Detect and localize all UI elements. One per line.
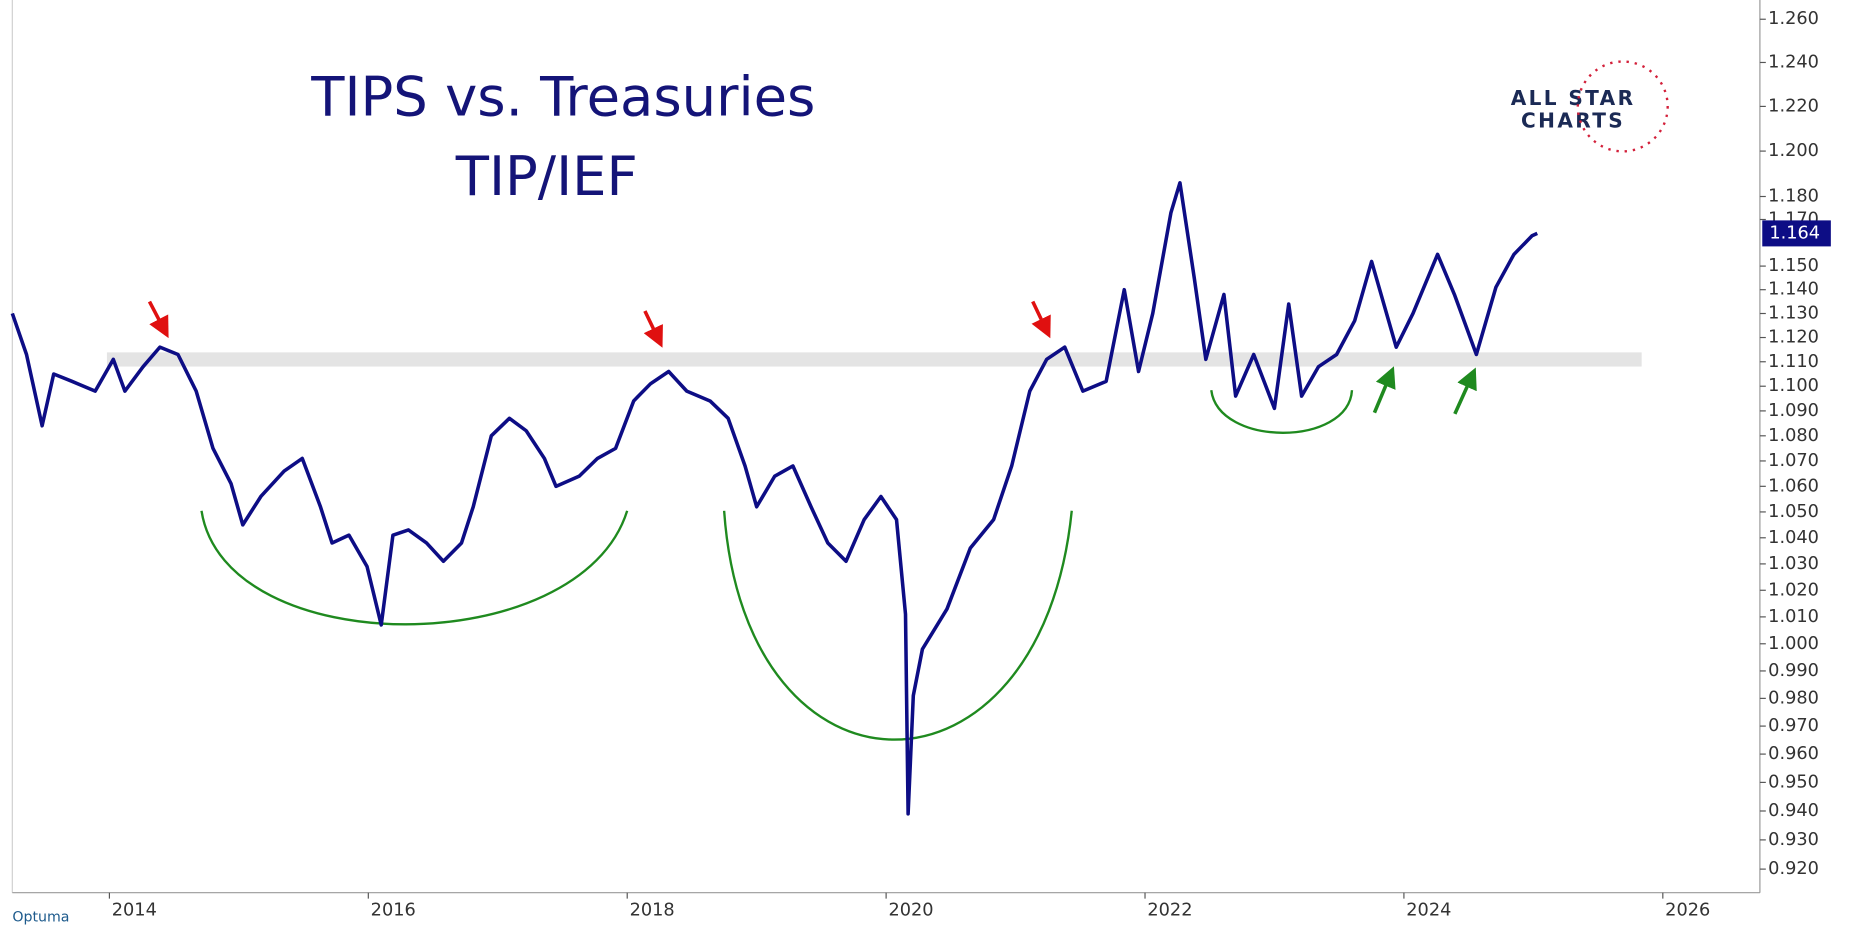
arrow bbox=[1372, 366, 1396, 414]
y-tick-label: 1.090 bbox=[1768, 401, 1819, 421]
arc bbox=[200, 510, 629, 626]
y-tick-label: 1.150 bbox=[1768, 256, 1819, 276]
y-tick-label: 1.020 bbox=[1768, 580, 1819, 600]
last-value-box bbox=[1762, 220, 1831, 247]
y-tick-label: 1.070 bbox=[1768, 451, 1819, 471]
x-tick-label: 2016 bbox=[371, 900, 416, 920]
y-tick-label: 1.240 bbox=[1768, 52, 1819, 72]
y-tick-label: 1.260 bbox=[1768, 9, 1819, 29]
y-tick-label: 1.100 bbox=[1768, 376, 1819, 396]
y-tick-label: 0.950 bbox=[1768, 772, 1819, 792]
y-tick-label: 0.930 bbox=[1768, 830, 1819, 850]
arrow bbox=[1031, 300, 1051, 339]
x-tick-label: 2022 bbox=[1147, 900, 1192, 920]
arc bbox=[1210, 390, 1354, 434]
y-tick-label: 1.060 bbox=[1768, 476, 1819, 496]
logo-ring bbox=[1576, 60, 1669, 153]
y-tick-label: 1.110 bbox=[1768, 352, 1819, 372]
x-tick-label: 2020 bbox=[888, 900, 933, 920]
y-tick-label: 0.920 bbox=[1768, 859, 1819, 879]
arc bbox=[722, 510, 1073, 741]
y-tick-label: 1.130 bbox=[1768, 304, 1819, 324]
footer-brand: Optuma bbox=[12, 910, 69, 926]
y-tick-label: 1.010 bbox=[1768, 607, 1819, 627]
arrow bbox=[643, 310, 663, 348]
y-tick-label: 1.200 bbox=[1768, 141, 1819, 161]
x-tick-label: 2018 bbox=[630, 900, 675, 920]
y-tick-label: 1.120 bbox=[1768, 328, 1819, 348]
arrow bbox=[147, 300, 169, 339]
x-tick-label: 2024 bbox=[1406, 900, 1451, 920]
logo-text: ALL STAR bbox=[1511, 86, 1636, 110]
x-tick-label: 2026 bbox=[1665, 900, 1710, 920]
y-tick-label: 1.000 bbox=[1768, 634, 1819, 654]
y-tick-label: 1.040 bbox=[1768, 528, 1819, 548]
chart-title: TIPS vs. Treasuries bbox=[310, 66, 815, 129]
y-tick-label: 0.970 bbox=[1768, 716, 1819, 736]
y-tick-label: 0.940 bbox=[1768, 801, 1819, 821]
last-value-label: 1.164 bbox=[1769, 223, 1820, 243]
y-tick-label: 1.030 bbox=[1768, 554, 1819, 574]
y-tick-label: 1.080 bbox=[1768, 426, 1819, 446]
data-line bbox=[10, 181, 1538, 816]
x-tick-label: 2014 bbox=[112, 900, 157, 920]
y-tick-label: 0.980 bbox=[1768, 688, 1819, 708]
y-tick-label: 1.140 bbox=[1768, 280, 1819, 300]
arrows bbox=[147, 300, 1477, 415]
arrow bbox=[1453, 367, 1477, 415]
y-tick-label: 0.960 bbox=[1768, 744, 1819, 764]
annotations bbox=[200, 390, 1354, 741]
y-tick-label: 1.220 bbox=[1768, 96, 1819, 116]
support-band bbox=[106, 352, 1642, 367]
y-tick-label: 1.050 bbox=[1768, 502, 1819, 522]
y-tick-label: 1.180 bbox=[1768, 187, 1819, 207]
logo-text: CHARTS bbox=[1521, 108, 1625, 132]
chart-subtitle: TIP/IEF bbox=[455, 145, 638, 208]
y-tick-label: 0.990 bbox=[1768, 661, 1819, 681]
